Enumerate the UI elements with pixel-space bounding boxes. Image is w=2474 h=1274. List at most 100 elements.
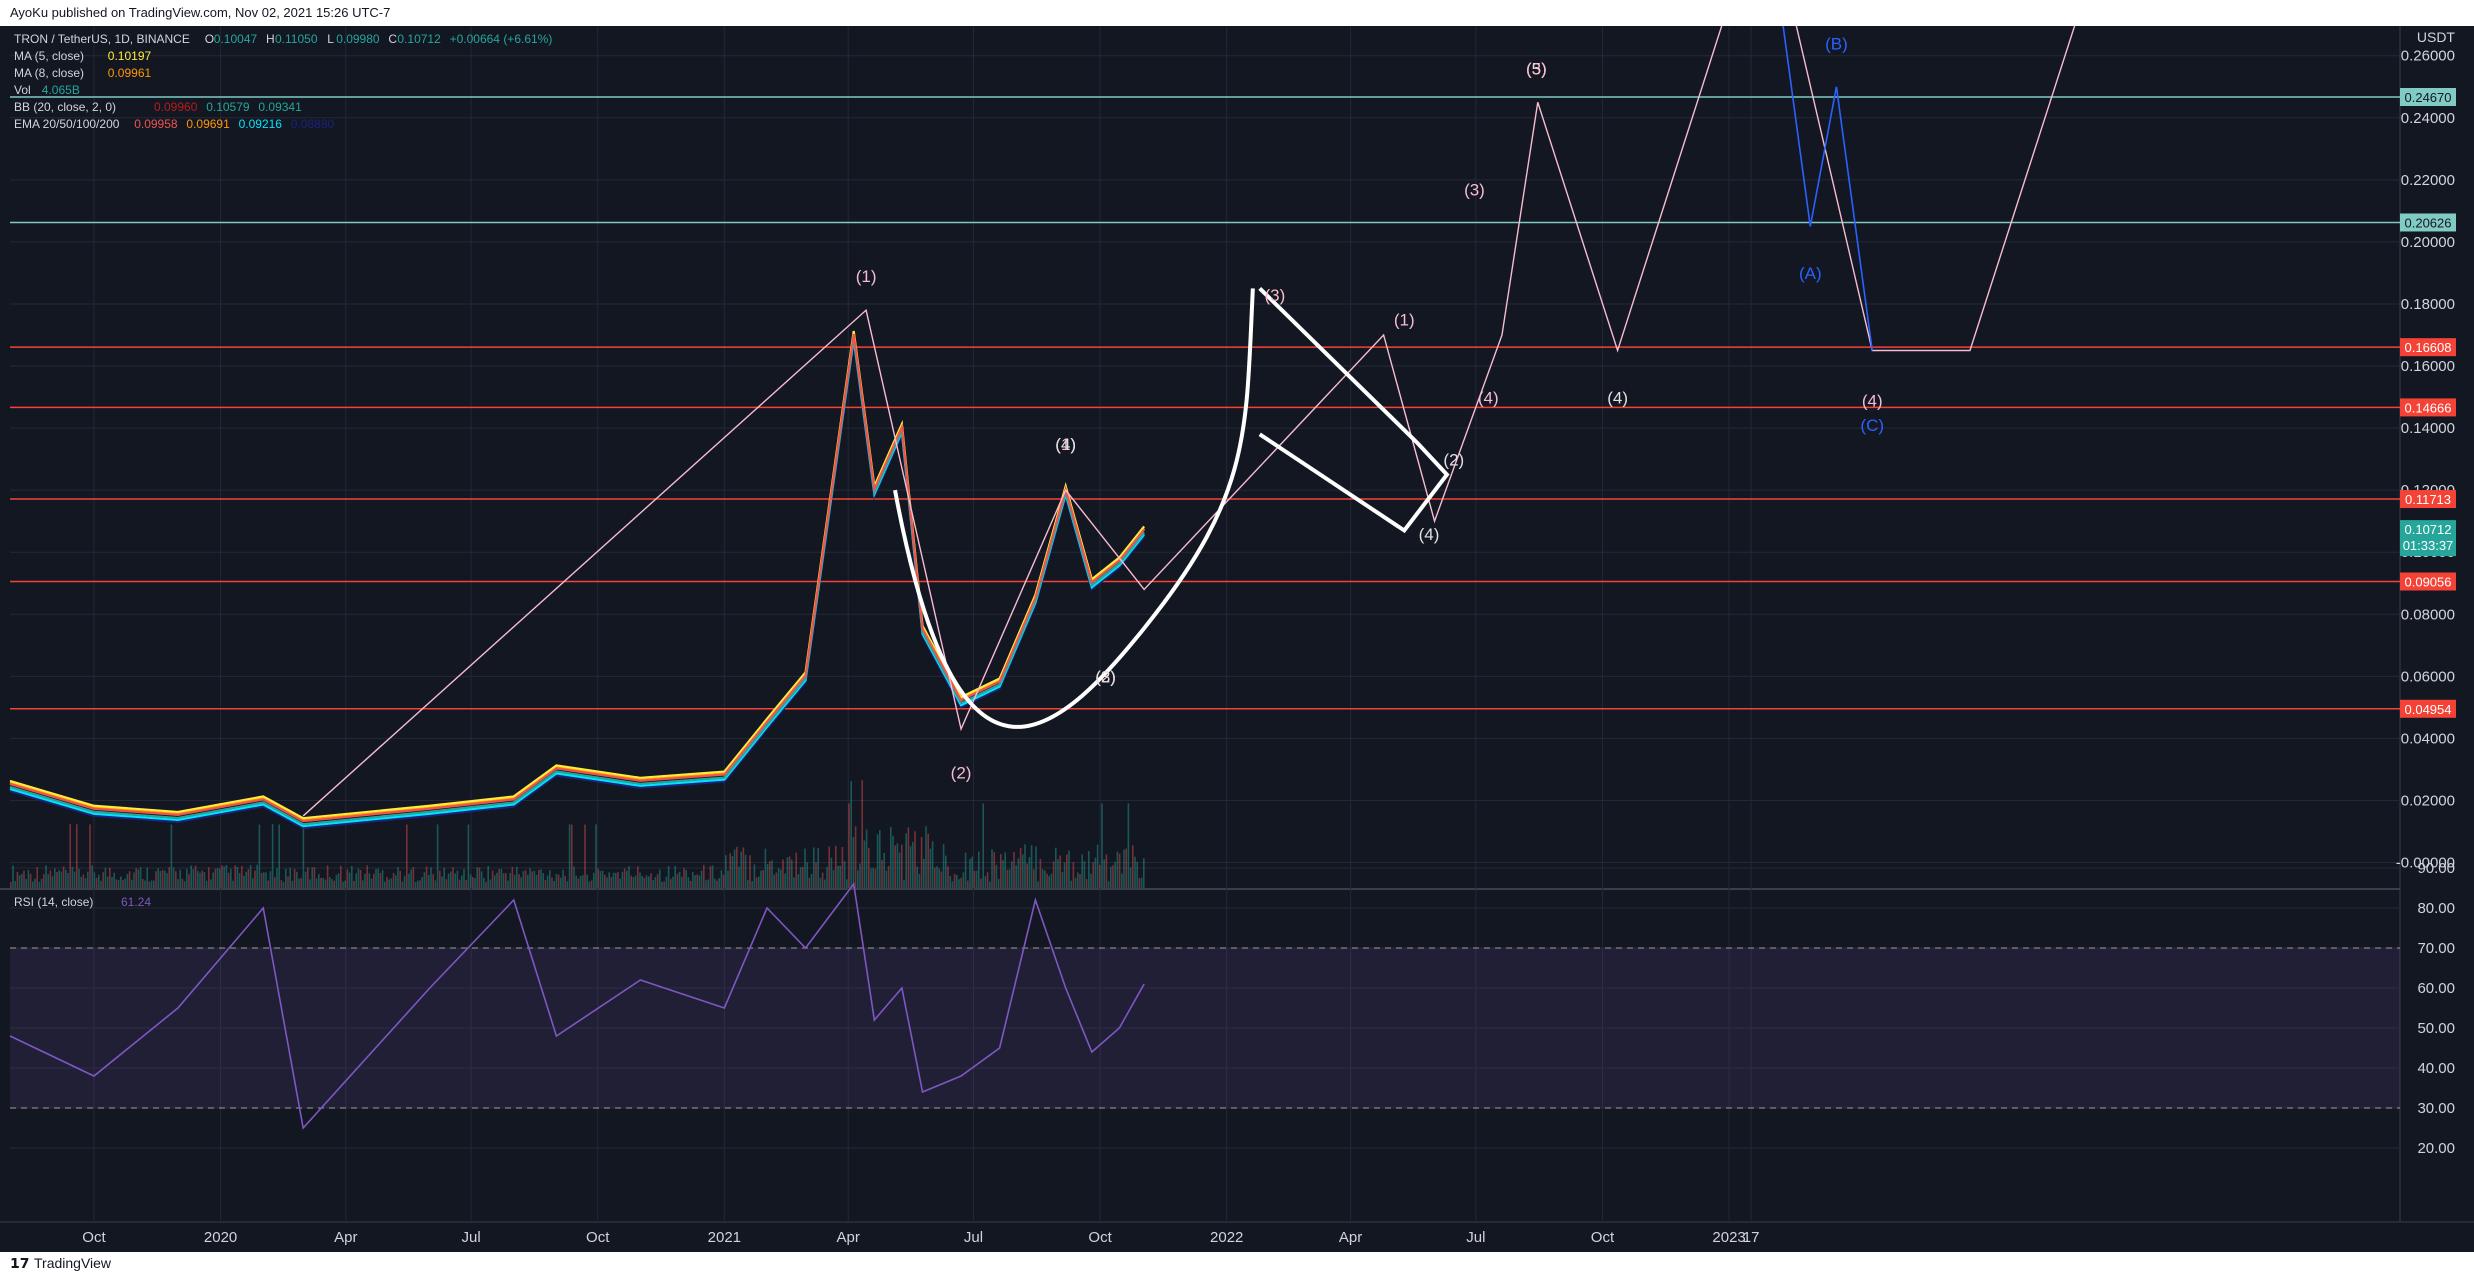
- volume-bar: [929, 848, 932, 888]
- volume-bar: [131, 879, 133, 888]
- volume-bar: [802, 866, 804, 888]
- volume-bar: [962, 872, 965, 888]
- volume-bar: [179, 869, 181, 888]
- volume-bar: [60, 871, 63, 888]
- volume-bar: [601, 870, 604, 888]
- time-tick-label: Jul: [461, 1229, 480, 1246]
- legend-row-value: 0.10579: [206, 100, 250, 114]
- legend-ohlc-value: 0.09980: [336, 32, 380, 46]
- volume-bar: [637, 866, 639, 888]
- wave-label: (4): [1055, 435, 1076, 454]
- volume-bar: [133, 872, 135, 888]
- volume-bar: [780, 869, 782, 888]
- volume-bar: [582, 875, 584, 888]
- volume-bar: [135, 868, 137, 888]
- volume-bar: [969, 858, 971, 888]
- volume-bar: [243, 875, 245, 888]
- volume-bar: [1092, 862, 1094, 888]
- rsi-tick-label: 30.00: [2417, 1100, 2455, 1117]
- price-level-tag-label: 0.14666: [2405, 400, 2452, 415]
- price-tick-label: -0.00000: [2396, 855, 2455, 872]
- volume-bar: [302, 824, 305, 888]
- price-tick-label: 0.14000: [2401, 420, 2455, 437]
- volume-bar: [65, 869, 67, 888]
- volume-bar: [885, 870, 888, 888]
- volume-bar: [540, 869, 542, 888]
- volume-bar: [278, 824, 280, 888]
- volume-bar: [1085, 879, 1088, 888]
- volume-bar: [1107, 881, 1110, 888]
- volume-bar: [551, 877, 553, 888]
- volume-bar: [925, 826, 927, 888]
- volume-bar: [956, 874, 958, 888]
- price-indicator-line: [9, 332, 1145, 822]
- volume-bar: [120, 876, 122, 888]
- legend-ohlc-key: L: [327, 32, 334, 46]
- volume-bar: [370, 878, 373, 888]
- time-tick-label: 17: [1743, 1229, 1760, 1246]
- volume-bar: [353, 881, 355, 888]
- volume-bar: [984, 876, 987, 888]
- volume-bar: [700, 870, 703, 888]
- volume-bar: [538, 869, 540, 888]
- legend-row-label: EMA 20/50/100/200: [14, 117, 120, 131]
- volume-bar: [522, 871, 525, 888]
- volume-bar: [216, 867, 219, 888]
- brand-name[interactable]: TradingView: [34, 1255, 112, 1271]
- volume-bar: [612, 872, 615, 888]
- volume-bar: [549, 870, 551, 888]
- volume-bar: [126, 873, 129, 888]
- price-indicator-line: [9, 330, 1145, 820]
- volume-bar: [177, 879, 179, 888]
- volume-bar: [793, 877, 795, 888]
- time-tick-label: Oct: [586, 1229, 610, 1246]
- volume-bar: [432, 874, 434, 888]
- volume-bar: [1004, 852, 1006, 888]
- volume-bar: [443, 867, 445, 888]
- volume-bar: [505, 873, 507, 888]
- rsi-line: [9, 881, 1145, 1130]
- volume-bar: [245, 871, 247, 888]
- time-tick-label: Oct: [1591, 1229, 1615, 1246]
- volume-bar: [271, 824, 274, 888]
- volume-bar: [474, 878, 476, 888]
- volume-bar: [362, 880, 364, 888]
- volume-bar: [337, 873, 340, 888]
- volume-bar: [854, 826, 857, 888]
- legend-row-value: 0.09216: [239, 117, 283, 131]
- volume-bar: [663, 881, 665, 888]
- volume-bar: [1077, 872, 1079, 888]
- volume-bar: [531, 871, 533, 888]
- volume-bar: [720, 870, 723, 888]
- price-tick-label: 0.26000: [2401, 48, 2455, 65]
- volume-bar: [1048, 876, 1050, 888]
- volume-bar: [604, 874, 606, 888]
- time-tick-label: Jul: [964, 1229, 983, 1246]
- volume-bar: [879, 830, 881, 888]
- tradingview-logo-icon[interactable]: 𝟭𝟳: [10, 1255, 30, 1271]
- volume-bar: [685, 870, 687, 888]
- volume-bar: [450, 871, 452, 888]
- volume-bar: [764, 848, 767, 888]
- volume-bar: [201, 870, 203, 888]
- volume-bar: [588, 881, 591, 888]
- volume-bar: [560, 877, 562, 888]
- volume-bar: [100, 880, 102, 888]
- volume-bar: [1088, 850, 1090, 888]
- price-indicator-line: [9, 338, 1145, 828]
- volume-bar: [483, 877, 485, 888]
- volume-bar: [267, 880, 269, 888]
- volume-bar: [221, 865, 223, 888]
- volume-bar: [115, 879, 118, 888]
- volume-bar: [958, 879, 960, 888]
- volume-bar: [634, 875, 637, 888]
- volume-bar: [769, 861, 771, 888]
- drawn-flag-shape: [1258, 287, 1450, 534]
- volume-bar: [1055, 847, 1057, 888]
- volume-bar: [194, 865, 197, 888]
- volume-bar: [91, 865, 93, 888]
- volume-bar: [887, 865, 890, 888]
- volume-bar: [819, 877, 822, 888]
